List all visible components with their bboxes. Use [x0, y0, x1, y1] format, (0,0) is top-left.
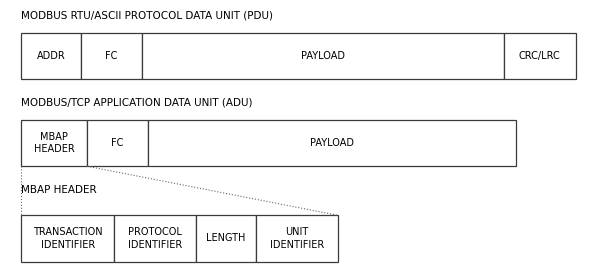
- Bar: [21, 120, 87, 166]
- Bar: [147, 120, 516, 166]
- Bar: [21, 33, 81, 79]
- Text: PAYLOAD: PAYLOAD: [309, 138, 354, 148]
- Text: TRANSACTION
IDENTIFIER: TRANSACTION IDENTIFIER: [33, 227, 102, 250]
- Text: MBAP
HEADER: MBAP HEADER: [33, 132, 74, 154]
- Bar: [21, 215, 114, 262]
- Text: PAYLOAD: PAYLOAD: [301, 51, 345, 61]
- Bar: [87, 120, 147, 166]
- Text: PROTOCOL
IDENTIFIER: PROTOCOL IDENTIFIER: [128, 227, 182, 250]
- Bar: [81, 33, 141, 79]
- Text: MODBUS/TCP APPLICATION DATA UNIT (ADU): MODBUS/TCP APPLICATION DATA UNIT (ADU): [21, 98, 252, 108]
- Text: CRC/LRC: CRC/LRC: [519, 51, 561, 61]
- Text: ADDR: ADDR: [37, 51, 65, 61]
- Text: FC: FC: [105, 51, 118, 61]
- Bar: [196, 215, 256, 262]
- Bar: [141, 33, 504, 79]
- Text: MODBUS RTU/ASCII PROTOCOL DATA UNIT (PDU): MODBUS RTU/ASCII PROTOCOL DATA UNIT (PDU…: [21, 11, 273, 21]
- Text: MBAP HEADER: MBAP HEADER: [21, 185, 96, 195]
- Bar: [504, 33, 576, 79]
- Text: LENGTH: LENGTH: [206, 234, 246, 244]
- Text: FC: FC: [111, 138, 124, 148]
- Text: UNIT
IDENTIFIER: UNIT IDENTIFIER: [270, 227, 324, 250]
- Bar: [256, 215, 337, 262]
- Bar: [114, 215, 196, 262]
